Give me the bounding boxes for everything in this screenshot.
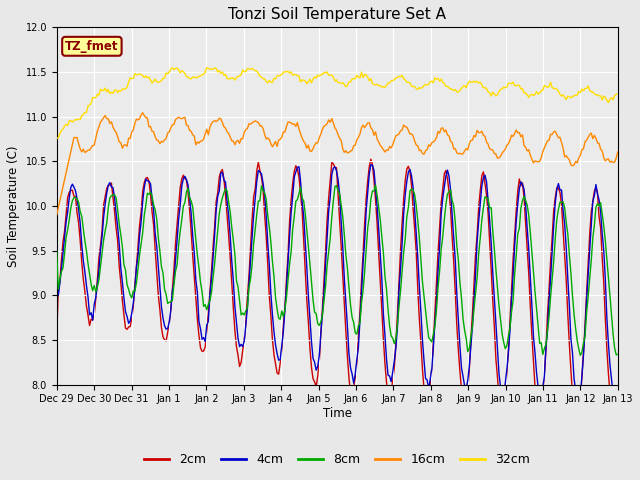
Text: TZ_fmet: TZ_fmet <box>65 40 118 53</box>
Y-axis label: Soil Temperature (C): Soil Temperature (C) <box>7 145 20 267</box>
Legend: 2cm, 4cm, 8cm, 16cm, 32cm: 2cm, 4cm, 8cm, 16cm, 32cm <box>140 448 535 471</box>
Title: Tonzi Soil Temperature Set A: Tonzi Soil Temperature Set A <box>228 7 446 22</box>
X-axis label: Time: Time <box>323 407 352 420</box>
